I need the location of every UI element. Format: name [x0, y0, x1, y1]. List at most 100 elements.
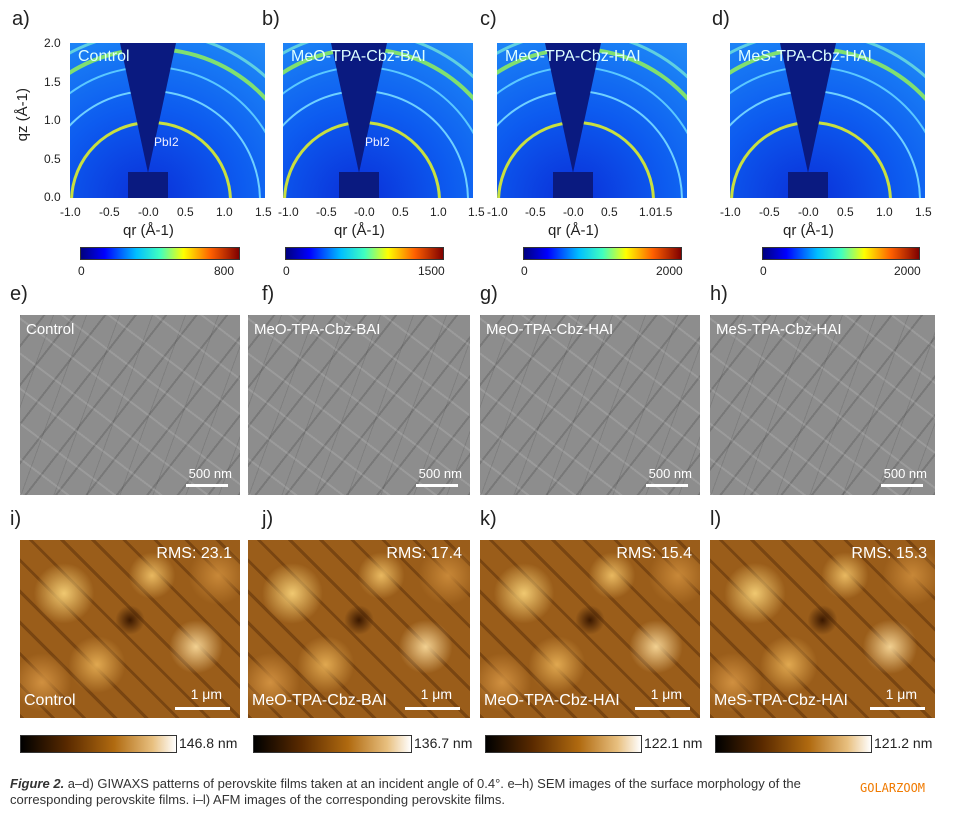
- colorbar-max: 2000: [656, 264, 683, 278]
- afm-image: RMS: 23.1 Control 1 μm: [20, 540, 240, 718]
- sample-name: Control: [26, 321, 75, 338]
- x-tick-label: -0.5: [525, 205, 546, 219]
- rms-value: RMS: 15.3: [851, 545, 927, 562]
- colorbar: [762, 247, 920, 260]
- height-colorbar: [253, 735, 412, 753]
- x-tick-label: -0.5: [99, 205, 120, 219]
- x-tick-label: 0.5: [392, 205, 409, 219]
- x-tick-label: -1.0: [720, 205, 741, 219]
- colorbar-min: 0: [760, 264, 767, 278]
- afm-image: RMS: 15.3 MeS-TPA-Cbz-HAI 1 μm: [710, 540, 935, 718]
- figure-caption: Figure 2. a–d) GIWAXS patterns of perovs…: [10, 776, 848, 808]
- colorbar-min: 0: [521, 264, 528, 278]
- x-tick-label: 1.0: [876, 205, 893, 219]
- watermark: GOLARZOOM: [860, 781, 926, 795]
- x-tick-label: -0.0: [138, 205, 159, 219]
- giwaxs-plot: MeO-TPA-Cbz-BAI PbI2: [283, 43, 473, 198]
- sample-name: MeO-TPA-Cbz-HAI: [484, 692, 620, 709]
- scale-bar: [175, 707, 230, 710]
- missing-wedge: [545, 43, 601, 173]
- panel-label: j): [262, 508, 274, 530]
- height-max: 146.8 nm: [179, 735, 238, 751]
- y-tick-label: 1.5: [44, 74, 61, 89]
- x-tick-label: 0.5: [837, 205, 854, 219]
- afm-image: RMS: 15.4 MeO-TPA-Cbz-HAI 1 μm: [480, 540, 700, 718]
- sem-image: Control 500 nm: [20, 315, 240, 495]
- y-tick-label: 0.0: [44, 190, 61, 204]
- missing-wedge: [331, 43, 387, 173]
- scale-bar: [870, 707, 925, 710]
- scale-bar-label: 500 nm: [418, 466, 462, 481]
- panel-label: g): [480, 283, 498, 305]
- height-max: 136.7 nm: [414, 735, 473, 751]
- sem-image: MeS-TPA-Cbz-HAI 500 nm: [710, 315, 935, 495]
- sample-name: MeS-TPA-Cbz-HAI: [738, 48, 872, 65]
- x-tick-label: -0.0: [563, 205, 584, 219]
- sample-name: MeO-TPA-Cbz-HAI: [486, 321, 614, 338]
- colorbar-min: 0: [283, 264, 290, 278]
- y-tick-label: 2.0: [44, 36, 61, 50]
- colorbar-min: 0: [78, 264, 85, 278]
- scale-bar-label: 500 nm: [648, 466, 692, 481]
- colorbar: [80, 247, 240, 260]
- colorbar-max: 800: [214, 264, 235, 278]
- y-tick-label: 1.0: [44, 113, 61, 127]
- x-tick-label: -0.5: [759, 205, 780, 219]
- y-axis-label: qz (Å-1): [14, 88, 31, 142]
- sample-name: MeO-TPA-Cbz-BAI: [291, 48, 426, 65]
- panel-label: a): [12, 8, 30, 30]
- sem-image: MeO-TPA-Cbz-HAI 500 nm: [480, 315, 700, 495]
- scale-bar-label: 1 μm: [885, 686, 917, 702]
- sample-name: MeO-TPA-Cbz-BAI: [254, 321, 381, 338]
- panel-label: d): [712, 8, 730, 30]
- panel-label: l): [710, 508, 722, 530]
- y-tick-label: 0.5: [44, 151, 61, 166]
- sem-image: MeO-TPA-Cbz-BAI 500 nm: [248, 315, 470, 495]
- scale-bar-label: 1 μm: [650, 686, 682, 702]
- pbi2-annotation: PbI2: [154, 135, 179, 149]
- x-tick-label: 0.5: [177, 205, 194, 219]
- rms-value: RMS: 23.1: [156, 545, 232, 562]
- missing-wedge: [780, 43, 836, 173]
- height-max: 122.1 nm: [644, 735, 703, 751]
- x-tick-label: 1.5: [255, 205, 272, 219]
- scale-bar: [646, 484, 688, 487]
- x-axis-label: qr (Å-1): [123, 222, 174, 239]
- colorbar: [285, 247, 444, 260]
- scale-bar: [405, 707, 460, 710]
- sample-name: Control: [24, 692, 76, 709]
- x-tick-label: 1.0: [430, 205, 447, 219]
- giwaxs-plot: MeO-TPA-Cbz-HAI: [497, 43, 687, 198]
- panel-label: k): [480, 508, 497, 530]
- x-tick-label: -1.0: [487, 205, 508, 219]
- x-axis-label: qr (Å-1): [334, 222, 385, 239]
- panel-label: e): [10, 283, 28, 305]
- height-colorbar: [715, 735, 872, 753]
- colorbar: [523, 247, 682, 260]
- panel-label: h): [710, 283, 728, 305]
- sample-name: MeO-TPA-Cbz-BAI: [252, 692, 387, 709]
- giwaxs-plot: MeS-TPA-Cbz-HAI: [730, 43, 925, 198]
- caption-lead: Figure 2.: [10, 776, 65, 791]
- x-tick-label: 1.5: [915, 205, 932, 219]
- x-tick-label: -1.0: [60, 205, 81, 219]
- x-tick-label: 1.5: [468, 205, 485, 219]
- scale-bar: [635, 707, 690, 710]
- x-tick-label: -1.0: [278, 205, 299, 219]
- scale-bar-label: 1 μm: [190, 686, 222, 702]
- beamstop: [128, 172, 168, 198]
- scale-bar-label: 500 nm: [883, 466, 927, 481]
- rms-value: RMS: 17.4: [386, 545, 462, 562]
- pbi2-annotation: PbI2: [365, 135, 390, 149]
- giwaxs-plot: Control PbI2: [70, 43, 265, 198]
- scale-bar-label: 1 μm: [420, 686, 452, 702]
- scale-bar-label: 500 nm: [188, 466, 232, 481]
- scale-bar: [416, 484, 458, 487]
- sample-name: MeO-TPA-Cbz-HAI: [505, 48, 641, 65]
- panel-label: b): [262, 8, 280, 30]
- scale-bar: [881, 484, 923, 487]
- x-tick-label: 1.0: [216, 205, 233, 219]
- rms-value: RMS: 15.4: [616, 545, 692, 562]
- beamstop: [788, 172, 828, 198]
